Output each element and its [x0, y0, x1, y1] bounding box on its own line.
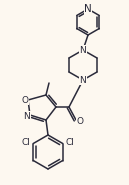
Text: O: O [76, 117, 83, 125]
Text: N: N [24, 112, 30, 120]
Text: Cl: Cl [22, 138, 31, 147]
Text: N: N [84, 4, 92, 14]
Text: N: N [80, 75, 86, 85]
Text: N: N [80, 46, 86, 55]
Text: Cl: Cl [65, 138, 74, 147]
Text: O: O [22, 95, 29, 105]
